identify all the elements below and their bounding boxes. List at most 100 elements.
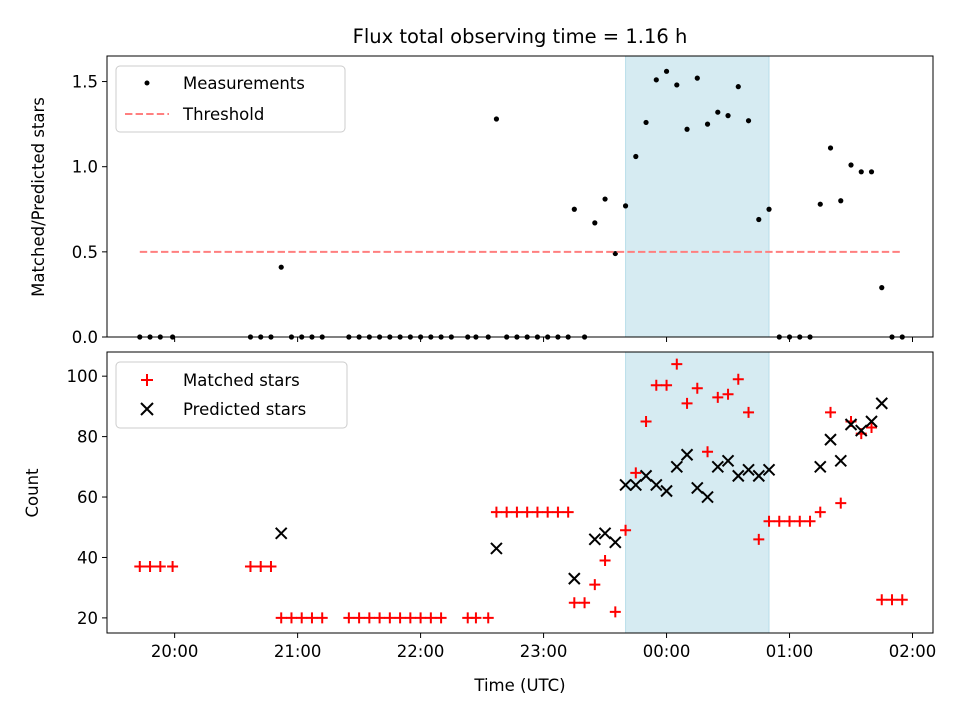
measurement-point	[684, 126, 690, 132]
matched-star-point	[671, 358, 683, 370]
predicted-star-point	[752, 469, 765, 483]
top-legend: Measurements Threshold	[115, 65, 346, 133]
measurement-point	[633, 153, 639, 160]
matched-star-point	[255, 561, 267, 573]
legend-label-matched: Matched stars	[183, 371, 300, 390]
matched-star-point	[343, 612, 355, 624]
matched-star-point	[154, 561, 166, 573]
predicted-star-point	[844, 418, 858, 431]
matched-star-point	[589, 579, 601, 591]
x-tick-label: 00:00	[643, 642, 691, 661]
measurement-point	[879, 285, 885, 291]
measurement-point	[571, 206, 577, 212]
predicted-star-point	[824, 433, 837, 446]
measurement-point	[592, 220, 598, 226]
predicted-star-point	[619, 478, 632, 492]
x-tick-label: 21:00	[274, 642, 322, 661]
matched-star-point	[531, 506, 543, 518]
matched-star-point	[490, 506, 502, 518]
matched-star-point	[244, 561, 256, 573]
matched-star-point	[835, 497, 847, 509]
star-count-panel: 20:00 21:00 22:00 23:00 00:00 01:00 02:00 20 40…	[23, 351, 937, 695]
bottom-y-ticks: 20 40 60 80 100	[67, 367, 107, 628]
predicted-star-point	[588, 533, 602, 546]
predicted-star-point	[875, 397, 888, 410]
matched-star-point	[804, 515, 816, 527]
matched-star-point	[316, 612, 328, 624]
matched-star-point	[640, 415, 652, 427]
matched-star-point	[374, 612, 386, 624]
predicted-star-point	[568, 572, 581, 585]
matched-star-point	[134, 561, 146, 573]
predicted-star-point	[814, 460, 827, 474]
top-y-ticks: 0.0 0.5 1.0 1.5	[72, 73, 107, 347]
predicted-star-point	[762, 463, 776, 477]
matched-star-point	[876, 594, 888, 606]
matched-star-point	[620, 524, 632, 536]
matched-star-point	[285, 612, 297, 624]
matched-star-point	[404, 612, 416, 624]
matched-star-point	[306, 612, 318, 624]
y-tick-label: 100	[67, 367, 99, 386]
top-y-axis-label: Matched/Predicted stars	[29, 97, 48, 297]
matched-star-point	[794, 515, 806, 527]
measurement-point	[766, 206, 772, 212]
matched-star-point	[753, 533, 765, 545]
measurement-point	[694, 75, 700, 81]
legend-label-threshold: Threshold	[182, 105, 264, 124]
matched-star-point	[521, 506, 533, 518]
measurement-point	[838, 198, 844, 204]
predicted-star-point	[834, 454, 847, 467]
predicted-star-point	[691, 481, 704, 495]
measurement-point	[817, 201, 823, 207]
x-tick-label: 02:00	[889, 642, 937, 661]
matched-star-point	[167, 561, 179, 573]
top-axes-frame	[106, 55, 934, 338]
predicted-star-point	[865, 415, 878, 428]
x-tick-label: 22:00	[397, 642, 445, 661]
matched-star-point	[691, 382, 703, 394]
matched-star-point	[896, 594, 908, 606]
measurement-point	[715, 109, 721, 115]
matched-star-point	[275, 612, 287, 624]
x-tick-label: 23:00	[520, 642, 568, 661]
y-tick-label: 20	[77, 609, 98, 628]
predicted-star-point	[680, 448, 694, 461]
measurement-point	[704, 121, 711, 127]
matched-star-point	[470, 612, 482, 624]
legend-marker-predicted	[140, 402, 154, 416]
measurement-point	[827, 145, 834, 151]
matched-star-point	[482, 612, 494, 624]
measurement-point	[868, 169, 875, 175]
y-tick-label: 80	[77, 428, 98, 447]
measurement-point	[725, 113, 731, 119]
matched-star-point	[425, 612, 437, 624]
predicted-star-point	[711, 460, 724, 474]
measurement-point	[756, 216, 762, 223]
y-tick-label: 0.5	[72, 243, 98, 262]
matched-star-point	[552, 506, 564, 518]
y-tick-label: 0.0	[72, 328, 98, 347]
matched-star-point	[722, 388, 734, 400]
top-x-ticks	[174, 337, 914, 342]
predicted-star-point	[660, 484, 673, 498]
matched-star-point	[568, 597, 580, 609]
measurement-point	[735, 84, 741, 90]
matched-star-point	[415, 612, 427, 624]
predicted-star-point	[598, 527, 612, 540]
matched-star-point	[661, 379, 673, 391]
matched-star-point	[773, 515, 785, 527]
predicted-star-point	[639, 469, 653, 483]
matched-star-point	[681, 397, 693, 409]
legend-marker-measurements	[144, 80, 150, 86]
matched-star-point	[784, 515, 796, 527]
predicted-star-point	[609, 536, 622, 549]
x-tick-label: 01:00	[766, 642, 814, 661]
measurement-point	[858, 169, 864, 175]
matched-star-point	[384, 612, 396, 624]
matched-star-point	[144, 561, 156, 573]
measurement-point	[674, 82, 680, 88]
matched-star-point	[435, 612, 447, 624]
x-tick-label: 20:00	[151, 642, 199, 661]
